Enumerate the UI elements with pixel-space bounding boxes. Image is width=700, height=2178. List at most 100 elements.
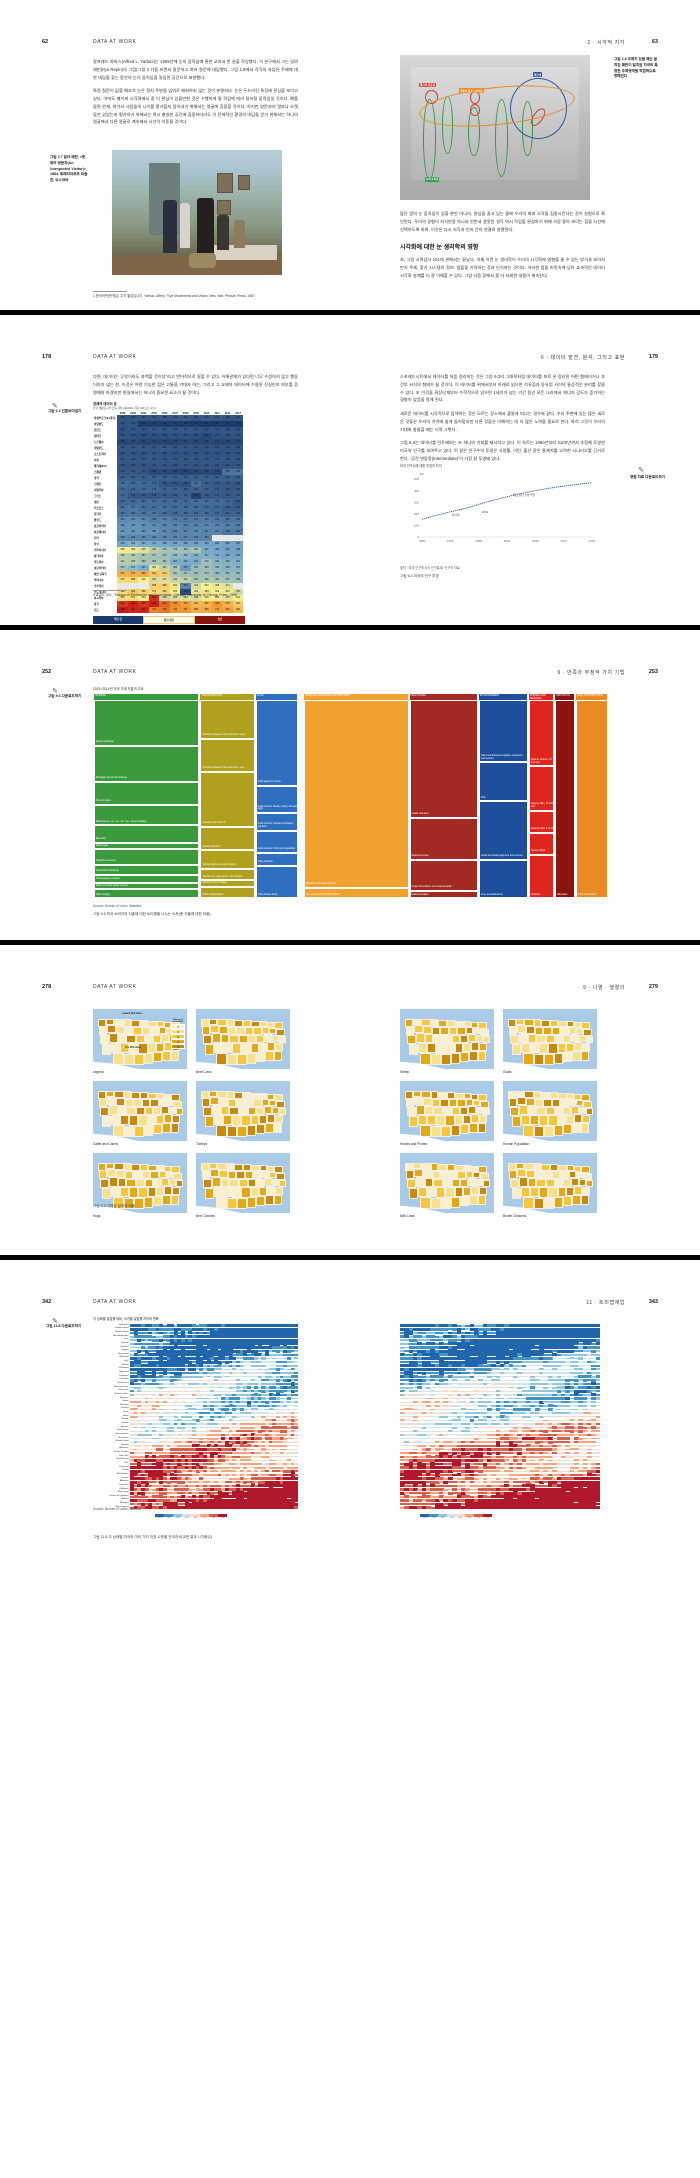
horizon-band [276, 1393, 281, 1397]
horizon-band [287, 1401, 292, 1404]
heat-cell: 216 [169, 516, 181, 523]
heat-cell: 140 [222, 462, 233, 469]
horizon-band [261, 1334, 266, 1339]
map-state [273, 1051, 282, 1061]
map-state [472, 1027, 481, 1035]
heat-cell: 135 [117, 432, 128, 439]
heat-cell: 307 [190, 558, 202, 565]
spread-342-343: 342 DATA AT WORK 11 · 트리맵재업 343 ✎ 그림 11.… [0, 1260, 700, 1570]
horizon-band [276, 1386, 281, 1389]
horizon-band [130, 1405, 135, 1407]
choropleth-map [196, 1009, 290, 1069]
horizon-band [254, 1372, 259, 1374]
horizon-row-label: Ohio [123, 1462, 129, 1465]
horizon-band [232, 1364, 237, 1367]
map-state [419, 1052, 431, 1066]
horizon-band [144, 1331, 149, 1335]
map-state [219, 1170, 228, 1179]
horizon-band [276, 1334, 281, 1339]
heat-cell: 135 [222, 432, 233, 439]
horizon-band [155, 1353, 160, 1357]
horizon-band [206, 1345, 211, 1350]
treemap-cell: Water and other public services [94, 882, 199, 890]
left-body-text: 다면, 데이터는 무엇이라도 자백할 것이다"라고 반어적으로 말할 수 있다.… [93, 373, 298, 402]
heat-cell: 187 [148, 498, 160, 505]
horizon-band [214, 1383, 219, 1385]
horizon-band [272, 1404, 277, 1407]
map-state [119, 1114, 130, 1125]
heat-cell: 139 [138, 450, 149, 457]
map-state [524, 1019, 534, 1027]
heat-cell: 408 [127, 552, 139, 559]
horizon-band [162, 1335, 167, 1338]
horizon-band [294, 1331, 299, 1335]
horizon-band [294, 1350, 299, 1353]
horizon-band [224, 1375, 229, 1378]
heat-cell: 144 [148, 444, 160, 451]
horizon-band [181, 1324, 186, 1328]
horizon-band [265, 1338, 270, 1342]
horizon-band [243, 1342, 248, 1346]
heat-cell: 178 [148, 486, 160, 493]
map-state [533, 1019, 541, 1028]
heat-cell: 250 [127, 516, 139, 523]
map-state [477, 1051, 486, 1061]
map-state [445, 1115, 455, 1126]
map-state [469, 1123, 478, 1133]
map-state [118, 1178, 127, 1187]
horizon-band [151, 1404, 156, 1407]
horizon-band [170, 1397, 175, 1400]
map-state [227, 1027, 236, 1035]
heat-cell: 177 [211, 510, 223, 517]
map-state [526, 1170, 535, 1179]
horizon-band [290, 1397, 295, 1400]
heat-cell: 499 [127, 546, 139, 553]
heat-cell: 188 [180, 504, 191, 511]
heat-cell: 142 [138, 426, 149, 433]
horizon-band [246, 1361, 251, 1363]
horizon-row: Minnesota [118, 1353, 299, 1357]
horizon-band [265, 1393, 270, 1396]
map-state [447, 1092, 456, 1100]
treemap-cell-label: Health insurance [411, 813, 429, 816]
horizon-band [137, 1394, 142, 1396]
heat-cell: 146 [127, 444, 139, 451]
heat-cell: 379 [222, 576, 233, 583]
horizon-band [195, 1408, 200, 1411]
map-state [235, 1027, 245, 1035]
heat-cell: 336 [180, 552, 191, 559]
horizon-band [199, 1394, 204, 1396]
map-state [471, 1021, 479, 1028]
horizon-band [148, 1394, 153, 1396]
horizon-band [239, 1408, 244, 1411]
horizon-band [221, 1338, 226, 1342]
heat-cell: 144 [148, 414, 160, 421]
horizon-band [239, 1324, 244, 1328]
horizon-band [192, 1401, 197, 1403]
horizon-band [130, 1360, 135, 1364]
heat-cell: 304 [180, 558, 191, 565]
horizon-band [177, 1397, 182, 1400]
horizon-band [199, 1390, 204, 1392]
heat-cell: 146 [117, 468, 128, 475]
map-state [417, 1186, 427, 1197]
horizon-band [140, 1327, 145, 1331]
horizon-band [246, 1404, 251, 1408]
horizon-band [283, 1408, 288, 1410]
heat-cell: 147 [117, 456, 128, 463]
horizon-band [265, 1361, 270, 1363]
map-state [414, 1097, 424, 1106]
map-legend-swatch: 2 [171, 1029, 185, 1035]
horizon-band [232, 1342, 237, 1346]
treemap-cell: Health insurance [409, 700, 477, 818]
heat-cell: 112 [211, 468, 223, 475]
horizon-band [283, 1397, 288, 1400]
horizon-band [261, 1342, 266, 1346]
horizon-band [265, 1368, 270, 1371]
horizon-band [294, 1419, 299, 1422]
horizon-band [170, 1338, 175, 1342]
horizon-band [181, 1371, 186, 1375]
heat-cell: 588 [138, 588, 149, 595]
horizon-band [162, 1383, 167, 1385]
heat-cell: 187 [201, 498, 212, 505]
